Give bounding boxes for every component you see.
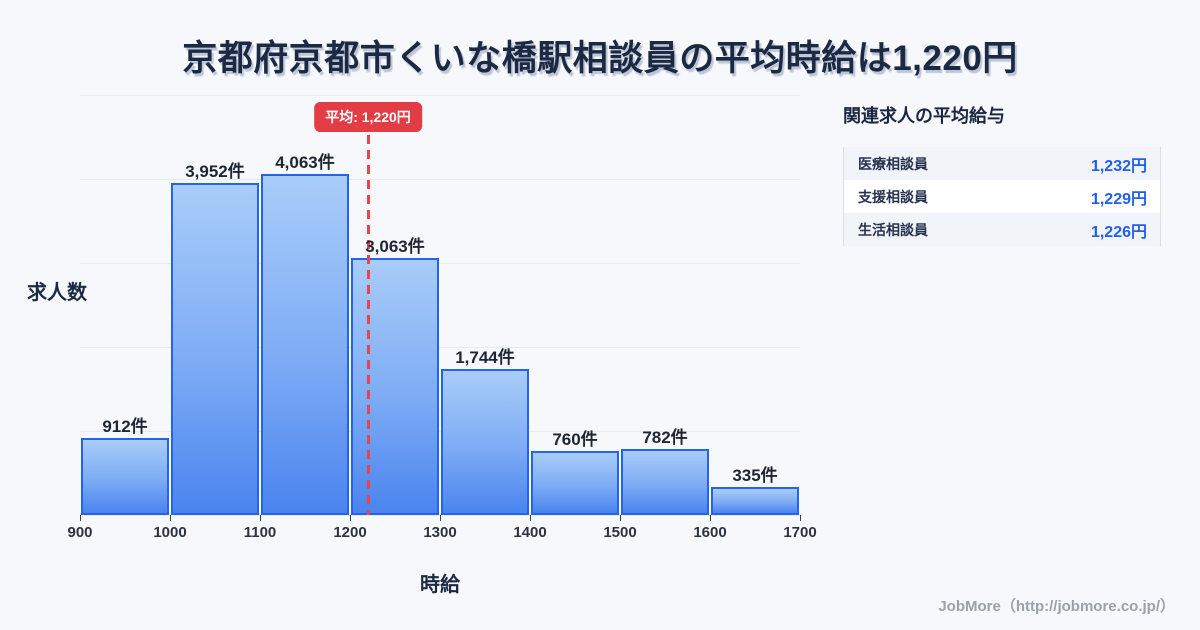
x-axis-tick-label: 1200 bbox=[333, 524, 367, 541]
x-axis-tick-label: 900 bbox=[67, 524, 93, 541]
x-axis-tick bbox=[530, 515, 531, 521]
x-axis-tick-label: 1700 bbox=[783, 524, 817, 541]
salary-row-value: 1,229円 bbox=[1090, 190, 1147, 208]
histogram-bar bbox=[441, 369, 529, 515]
x-axis-tick bbox=[260, 515, 261, 521]
x-axis-tick bbox=[710, 515, 711, 521]
histogram-bar bbox=[81, 438, 169, 515]
related-salary-table: 医療相談員 1,232円支援相談員 1,229円生活相談員 1,226円 bbox=[843, 147, 1161, 246]
salary-row-value: 1,232円 bbox=[1090, 157, 1147, 175]
gridline bbox=[80, 347, 800, 348]
histogram-bar bbox=[351, 258, 439, 515]
x-axis-tick bbox=[800, 515, 801, 521]
salary-row-value: 1,226円 bbox=[1090, 223, 1147, 241]
footer-credit: JobMore（http://jobmore.co.jp/） bbox=[938, 598, 1175, 615]
bar-value-label: 335件 bbox=[732, 466, 778, 485]
histogram-bar bbox=[261, 174, 349, 515]
gridline bbox=[80, 263, 800, 264]
x-axis-tick bbox=[170, 515, 171, 521]
salary-row: 医療相談員 1,232円 bbox=[844, 147, 1160, 180]
x-axis-label: 時給 bbox=[420, 574, 460, 596]
bar-value-label: 4,063件 bbox=[275, 153, 335, 172]
x-axis-tick bbox=[350, 515, 351, 521]
side-panel-title: 関連求人の平均給与 bbox=[843, 106, 1005, 126]
histogram-chart: 912件 3,952件 4,063件 3,063件 1,744件 760件 782件 335件… bbox=[67, 95, 817, 541]
salary-row: 支援相談員 1,229円 bbox=[844, 180, 1160, 213]
salary-row-label: 医療相談員 bbox=[858, 155, 928, 172]
salary-row-label: 生活相談員 bbox=[858, 221, 928, 238]
bar-value-label: 912件 bbox=[102, 417, 148, 436]
mean-badge: 平均: 1,220円 bbox=[314, 102, 422, 132]
histogram-bar bbox=[711, 487, 799, 515]
mean-line bbox=[366, 135, 370, 515]
histogram-bar bbox=[531, 451, 619, 515]
histogram-bar bbox=[621, 449, 709, 515]
x-axis-tick-label: 1400 bbox=[513, 524, 547, 541]
bar-value-label: 1,744件 bbox=[455, 348, 515, 367]
bar-value-label: 760件 bbox=[552, 430, 598, 449]
x-axis-tick bbox=[440, 515, 441, 521]
x-axis-tick-label: 1500 bbox=[603, 524, 637, 541]
x-axis-tick-label: 1000 bbox=[153, 524, 187, 541]
salary-row: 生活相談員 1,226円 bbox=[844, 213, 1160, 246]
x-axis-tick bbox=[620, 515, 621, 521]
bar-value-label: 3,063件 bbox=[365, 237, 425, 256]
bar-value-label: 3,952件 bbox=[185, 162, 245, 181]
x-axis-tick-label: 1600 bbox=[693, 524, 727, 541]
page-title: 京都府京都市くいな橋駅相談員の平均時給は1,220円 bbox=[182, 39, 1018, 78]
gridline bbox=[80, 431, 800, 432]
salary-row-label: 支援相談員 bbox=[858, 188, 928, 205]
gridline bbox=[80, 179, 800, 180]
x-axis-tick-label: 1300 bbox=[423, 524, 457, 541]
bar-value-label: 782件 bbox=[642, 428, 688, 447]
gridline bbox=[80, 95, 800, 96]
histogram-bar bbox=[171, 183, 259, 515]
x-axis-tick-label: 1100 bbox=[243, 524, 277, 541]
y-axis-label: 求人数 bbox=[27, 282, 87, 304]
x-axis-tick bbox=[80, 515, 81, 521]
